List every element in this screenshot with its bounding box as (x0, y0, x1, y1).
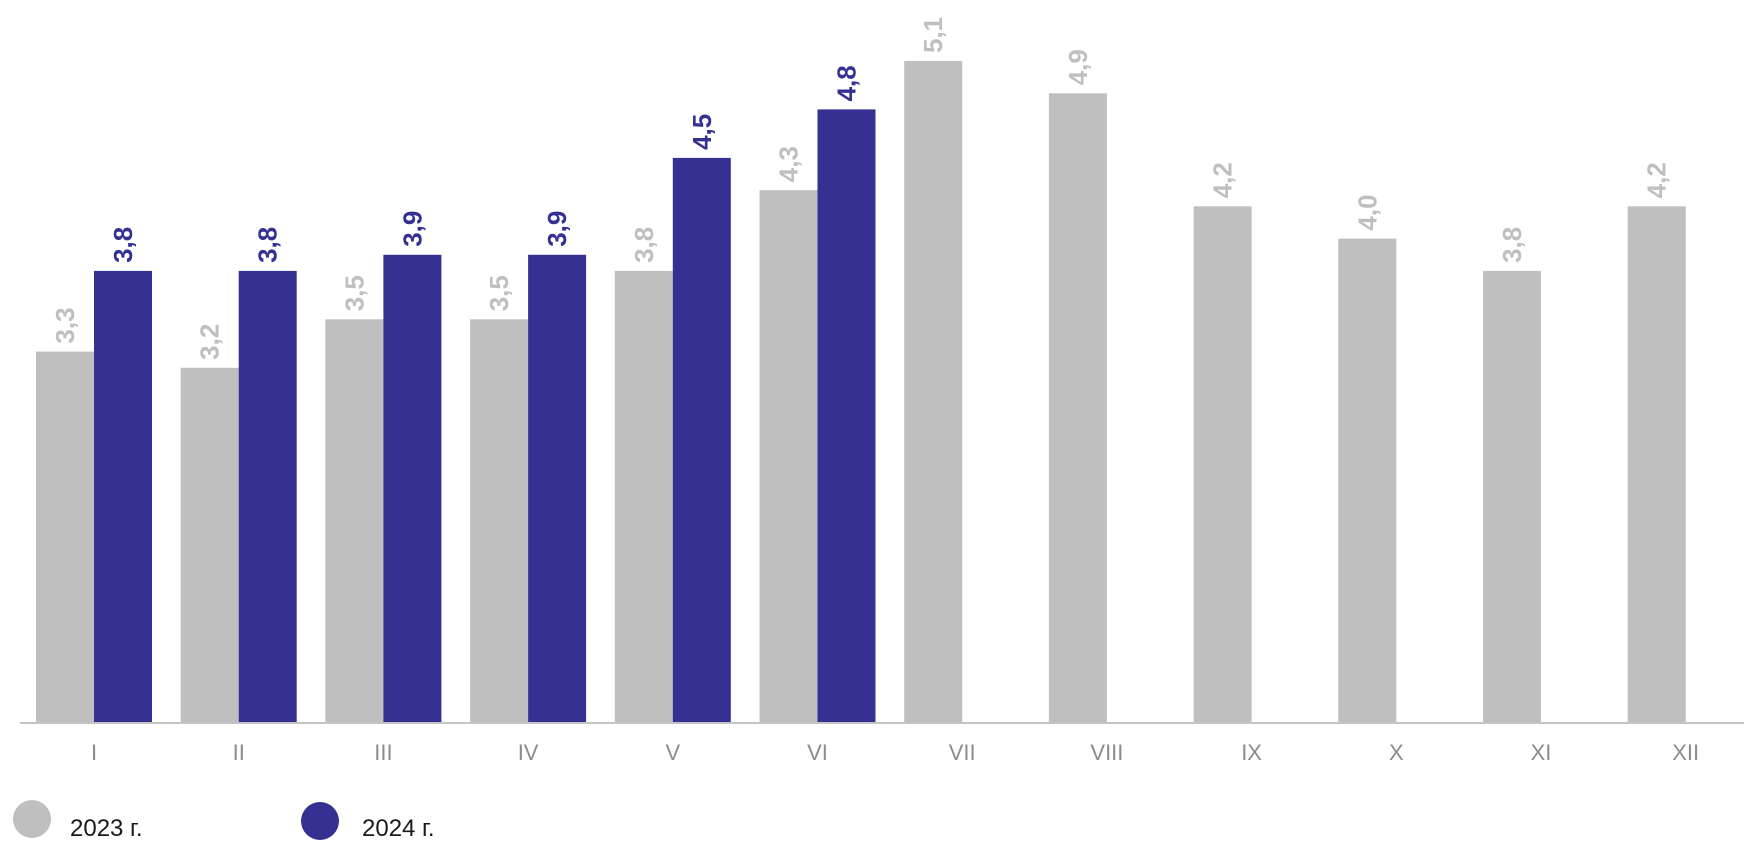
data-label-2023-IV: 3,5 (484, 275, 514, 311)
data-label-2023-IX: 4,2 (1208, 162, 1238, 198)
bar-2024-IV (528, 254, 587, 724)
x-tick-label: VIII (1090, 740, 1123, 765)
legend-swatch (301, 802, 339, 840)
x-tick-label: XII (1672, 740, 1699, 765)
data-label-2024-II: 3,8 (253, 227, 283, 263)
bar-2024-VI (817, 109, 876, 723)
bar-2023-VIII (1048, 93, 1107, 724)
x-tick-label: V (665, 740, 680, 765)
bar-2023-III (325, 319, 384, 723)
x-axis-ticks: I II III IV V VI VII VIII IX X XI XII (91, 740, 1699, 765)
data-label-2023-VIII: 4,9 (1063, 49, 1093, 85)
data-label-2023-VII: 5,1 (918, 17, 948, 53)
data-label-2024-I: 3,8 (108, 227, 138, 263)
data-label-2023-I: 3,3 (50, 307, 80, 343)
x-tick-label: IX (1241, 740, 1262, 765)
data-label-2024-IV: 3,9 (542, 211, 572, 247)
bar-2023-XI (1483, 270, 1541, 723)
data-label-2023-II: 3,2 (195, 324, 225, 360)
bar-2023-X (1338, 238, 1397, 723)
legend: 2023 г. 2024 г. (13, 800, 435, 842)
legend-item-2024: 2024 г. (301, 802, 435, 842)
bar-2024-II (238, 270, 297, 723)
data-label-2023-III: 3,5 (339, 275, 369, 311)
data-label-2023-VI: 4,3 (774, 146, 804, 182)
bars-layer (36, 61, 1686, 724)
x-tick-label: II (233, 740, 245, 765)
bar-2023-IX (1193, 206, 1252, 724)
x-tick-label: I (91, 740, 97, 765)
bar-2024-I (94, 270, 152, 723)
x-tick-label: XI (1531, 740, 1552, 765)
bar-2024-III (383, 254, 442, 724)
data-labels-layer: 3,3 3,8 3,2 3,8 3,5 3,9 3,5 3,9 3,8 4,5 4,3 4,8 5,1 4… (50, 17, 1672, 360)
data-label-2023-XI: 3,8 (1497, 227, 1527, 263)
data-label-2024-III: 3,9 (397, 211, 427, 247)
bar-2023-XII (1627, 206, 1686, 724)
bar-2024-V (672, 157, 731, 723)
data-label-2024-VI: 4,8 (832, 65, 862, 101)
data-label-2024-V: 4,5 (687, 114, 717, 150)
legend-swatch (13, 800, 51, 838)
x-tick-label: IV (518, 740, 539, 765)
bar-2023-II (180, 367, 239, 723)
bar-2023-VI (759, 190, 818, 723)
bar-2023-V (614, 270, 673, 723)
x-tick-label: VII (949, 740, 976, 765)
x-tick-label: VI (807, 740, 828, 765)
bar-2023-I (36, 351, 94, 723)
x-tick-label: X (1389, 740, 1404, 765)
legend-item-2023: 2023 г. (13, 800, 143, 842)
data-label-2023-X: 4,0 (1352, 194, 1382, 230)
bar-2023-VII (904, 61, 963, 723)
bar-2023-IV (470, 319, 529, 723)
data-label-2023-XII: 4,2 (1642, 162, 1672, 198)
data-label-2023-V: 3,8 (629, 227, 659, 263)
legend-label: 2023 г. (70, 815, 143, 842)
x-tick-label: III (374, 740, 392, 765)
legend-label: 2024 г. (362, 815, 435, 842)
